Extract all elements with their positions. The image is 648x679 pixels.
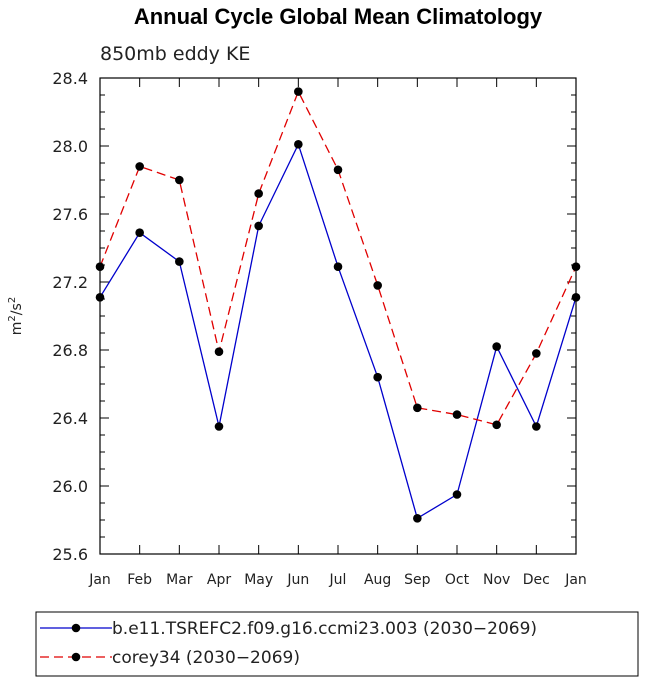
y-axis: 25.6 26.0 26.4 26.8 27.2 27.6 28.0 28.4	[52, 69, 576, 564]
y-tick-label: 27.6	[52, 205, 88, 224]
legend-marker-1	[71, 652, 81, 662]
y-tick-label: 26.8	[52, 341, 88, 360]
y-axis-label: m2/s2	[7, 297, 25, 335]
y-tick-label: 27.2	[52, 273, 88, 292]
data-point-series-1	[254, 189, 263, 198]
data-point-series-1	[452, 410, 462, 419]
data-point-series-0	[373, 372, 382, 382]
x-tick-label: Jan	[88, 572, 111, 588]
data-point-series-0	[492, 342, 501, 351]
legend-box	[35, 611, 639, 677]
data-point-series-1	[333, 165, 343, 175]
data-point-series-0	[333, 262, 343, 272]
y-tick-label: 28.0	[52, 137, 88, 156]
x-tick-label: Aug	[364, 572, 391, 588]
data-point-series-0	[214, 422, 224, 431]
y-tick-label: 26.0	[52, 477, 88, 496]
data-point-series-1	[175, 175, 184, 185]
x-tick-label: Mar	[166, 572, 193, 588]
x-tick-label: Jan	[564, 572, 587, 588]
data-point-series-0	[532, 422, 541, 431]
x-tick-label: Jul	[329, 572, 347, 588]
x-tick-label: May	[244, 572, 273, 588]
y-tick-label: 28.4	[52, 69, 88, 88]
data-point-series-1	[214, 347, 224, 357]
legend: b.e11.TSREFC2.f09.g16.ccmi23.003 (2030−2…	[35, 611, 639, 677]
data-point-series-1	[373, 281, 382, 290]
x-axis: Jan Feb Mar Apr May Jun Jul Aug Sep Oct Nov Dec Jan	[88, 78, 587, 588]
chart-subtitle: 850mb eddy KE	[100, 43, 250, 65]
series-line-1	[99, 90, 577, 426]
x-tick-label: Apr	[207, 572, 231, 588]
series-line-0	[99, 142, 577, 520]
data-point-series-0	[294, 140, 303, 149]
plot-frame	[99, 77, 577, 555]
y-tick-label: 26.4	[52, 409, 88, 428]
legend-label-1: corey34 (2030−2069)	[112, 648, 300, 668]
data-point-series-0	[452, 490, 462, 499]
legend-label-0: b.e11.TSREFC2.f09.g16.ccmi23.003 (2030−2…	[112, 619, 537, 639]
x-tick-label: Feb	[127, 572, 152, 588]
data-point-series-0	[254, 221, 263, 231]
x-tick-label: Dec	[523, 572, 550, 588]
y-tick-label: 25.6	[52, 545, 88, 564]
data-point-series-1	[492, 420, 501, 430]
x-tick-label: Nov	[483, 572, 510, 588]
x-tick-label: Jun	[286, 572, 309, 588]
chart-title: Annual Cycle Global Mean Climatology	[134, 4, 543, 29]
data-point-series-1	[135, 162, 144, 171]
legend-marker-0	[71, 623, 81, 633]
data-point-series-1	[294, 87, 303, 96]
data-point-series-0	[175, 257, 184, 266]
x-tick-label: Sep	[404, 572, 431, 588]
x-tick-label: Oct	[445, 572, 470, 588]
data-point-series-0	[135, 228, 144, 237]
data-point-series-1	[532, 349, 541, 358]
data-point-series-0	[413, 514, 422, 523]
legend-items: b.e11.TSREFC2.f09.g16.ccmi23.003 (2030−2…	[40, 619, 537, 668]
series-layer	[95, 87, 581, 523]
data-point-series-1	[413, 403, 422, 413]
